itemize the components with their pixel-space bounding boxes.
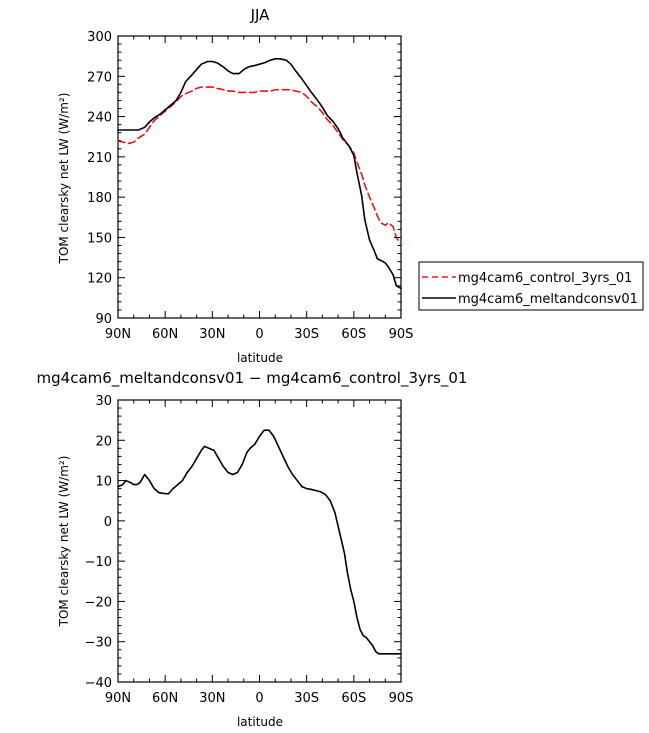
top-y-tick-label: 150 bbox=[87, 231, 112, 246]
bot-x-tick-label: 90N bbox=[105, 691, 131, 706]
top-x-tick-label: 90S bbox=[389, 327, 414, 342]
bot-x-tick-label: 30N bbox=[199, 691, 225, 706]
top-series-line-0 bbox=[117, 86, 402, 245]
top-x-tick-label: 30S bbox=[294, 327, 319, 342]
top-x-axis-title: latitude bbox=[237, 351, 283, 365]
bot-x-tick-label: 90S bbox=[389, 691, 414, 706]
top-legend: mg4cam6_control_3yrs_01 mg4cam6_meltandc… bbox=[418, 261, 644, 311]
top-y-tick-label: 300 bbox=[87, 30, 112, 45]
top-y-tick-label: 180 bbox=[87, 191, 112, 206]
bot-y-tick-label: 0 bbox=[104, 515, 112, 530]
bottom-x-axis-title: latitude bbox=[237, 715, 283, 729]
top-ticks-group: 90 120 150 180 210 240 270 300 90N 60N 30N 0 30S 60S 9… bbox=[87, 30, 413, 342]
bot-x-tick-label: 60N bbox=[152, 691, 178, 706]
top-x-tick-label: 30N bbox=[199, 327, 225, 342]
bottom-axis-frame bbox=[117, 399, 402, 683]
bot-y-tick-label: −20 bbox=[85, 595, 112, 610]
top-series-line-1 bbox=[117, 58, 402, 290]
legend-box bbox=[418, 261, 644, 311]
legend-label-control: mg4cam6_control_3yrs_01 bbox=[458, 271, 632, 286]
legend-label-meltandconsv: mg4cam6_meltandconsv01 bbox=[458, 292, 638, 307]
top-y-tick-label: 120 bbox=[87, 272, 112, 287]
bot-x-tick-label: 30S bbox=[294, 691, 319, 706]
bot-x-tick-label: 0 bbox=[255, 691, 263, 706]
bottom-y-axis-title: TOM clearsky net LW (W/m²) bbox=[57, 456, 71, 628]
top-panel: JJA 90 120 150 180 210 240 270 300 90N 60N 30N 0 30S… bbox=[57, 6, 644, 365]
bottom-series-group bbox=[117, 429, 402, 655]
bottom-ticks-group: −40 −30 −20 −10 0 10 20 30 90N 60N 30N 0 30S 60S 90S bbox=[85, 394, 414, 706]
bot-plot-frame bbox=[117, 399, 402, 683]
top-y-tick-label: 210 bbox=[87, 151, 112, 166]
bot-y-tick-label: −30 bbox=[85, 636, 112, 651]
bot-y-tick-label: −10 bbox=[85, 555, 112, 570]
top-chart-title: JJA bbox=[250, 6, 271, 24]
bot-y-tick-label: −40 bbox=[85, 676, 112, 691]
top-y-tick-label: 270 bbox=[87, 70, 112, 85]
bot-x-tick-label: 60S bbox=[341, 691, 366, 706]
top-x-tick-label: 60N bbox=[152, 327, 178, 342]
bot-y-tick-label: 30 bbox=[95, 394, 112, 409]
top-y-axis-title: TOM clearsky net LW (W/m²) bbox=[57, 93, 71, 265]
top-x-tick-label: 60S bbox=[341, 327, 366, 342]
top-x-tick-label: 90N bbox=[105, 327, 131, 342]
bot-y-tick-label: 10 bbox=[95, 475, 112, 490]
top-x-tick-label: 0 bbox=[255, 327, 263, 342]
bot-y-tick-label: 20 bbox=[95, 434, 112, 449]
top-y-tick-label: 240 bbox=[87, 111, 112, 126]
top-series-group bbox=[117, 58, 402, 290]
bot-series-line-0 bbox=[117, 429, 402, 655]
bottom-chart-title: mg4cam6_meltandconsv01 − mg4cam6_control… bbox=[37, 369, 468, 388]
top-y-tick-label: 90 bbox=[95, 312, 112, 327]
bottom-panel: mg4cam6_meltandconsv01 − mg4cam6_control… bbox=[37, 369, 468, 729]
